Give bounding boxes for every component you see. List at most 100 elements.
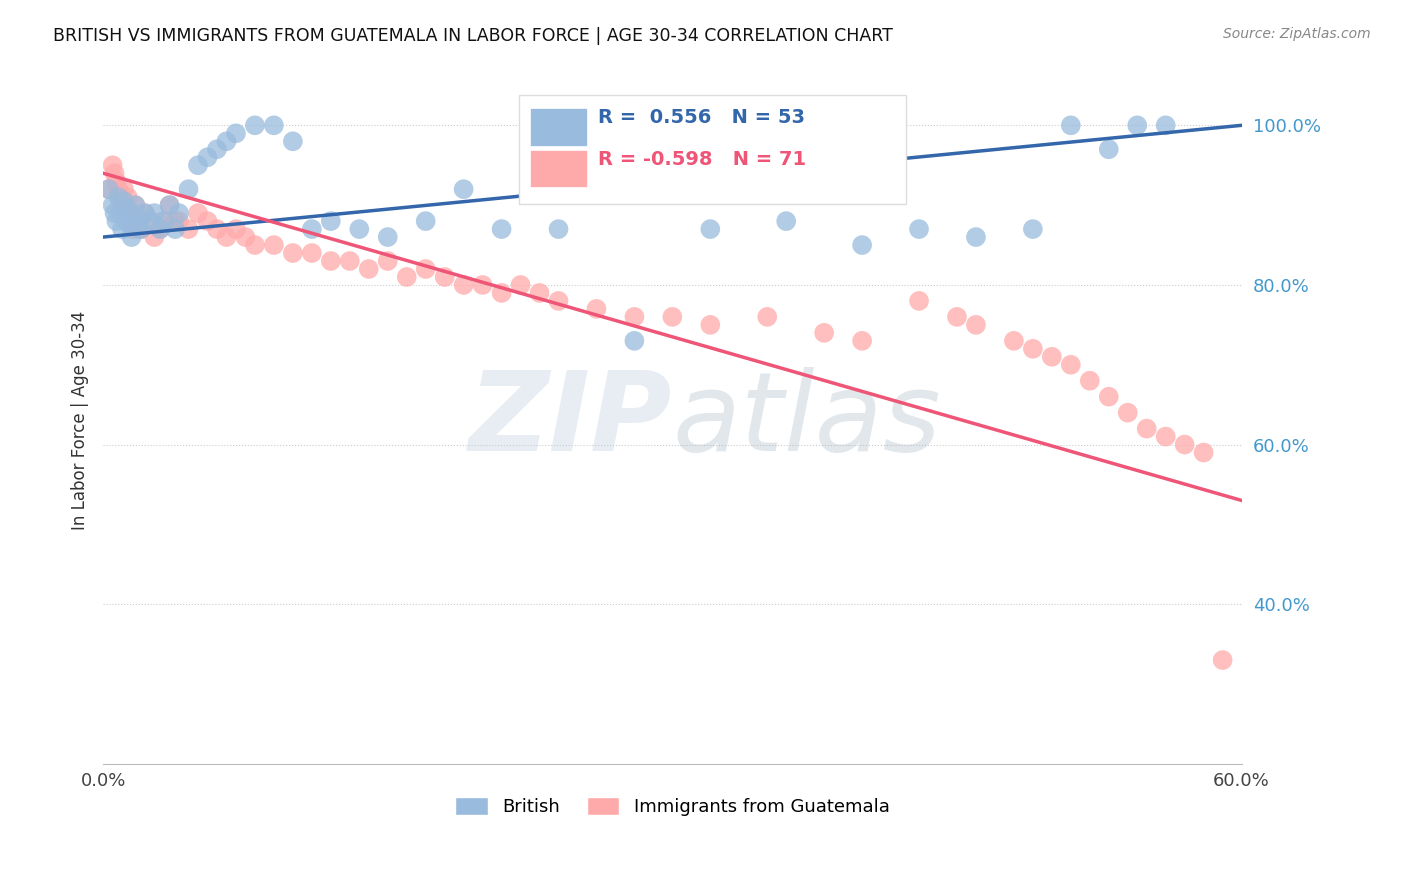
Point — [159, 198, 181, 212]
Point — [101, 198, 124, 212]
Point — [281, 134, 304, 148]
Point — [105, 214, 128, 228]
Point — [1116, 406, 1139, 420]
Point — [509, 277, 531, 292]
Point — [105, 174, 128, 188]
Point — [349, 222, 371, 236]
Point — [128, 218, 150, 232]
Point — [101, 158, 124, 172]
Point — [1154, 119, 1177, 133]
Point — [225, 126, 247, 140]
Point — [187, 158, 209, 172]
Point — [965, 230, 987, 244]
Point — [122, 214, 145, 228]
Point — [585, 301, 607, 316]
FancyBboxPatch shape — [530, 150, 586, 187]
Point — [112, 182, 135, 196]
Point — [453, 182, 475, 196]
Point — [1078, 374, 1101, 388]
Point — [165, 222, 187, 236]
Point — [112, 194, 135, 209]
Point — [453, 277, 475, 292]
Point — [149, 222, 172, 236]
Point — [547, 293, 569, 308]
Point — [908, 222, 931, 236]
Point — [263, 238, 285, 252]
Point — [1136, 422, 1159, 436]
Point — [1098, 142, 1121, 156]
FancyBboxPatch shape — [530, 108, 586, 146]
Point — [433, 270, 456, 285]
Point — [1060, 119, 1083, 133]
Point — [143, 206, 166, 220]
Text: atlas: atlas — [672, 368, 941, 475]
Point — [117, 190, 139, 204]
Point — [107, 182, 129, 196]
Point — [103, 206, 125, 220]
Point — [108, 190, 131, 204]
Point — [124, 198, 146, 212]
Point — [121, 230, 143, 244]
Point — [153, 214, 176, 228]
Point — [117, 202, 139, 216]
Point — [118, 214, 141, 228]
Point — [699, 318, 721, 332]
Point — [491, 222, 513, 236]
Point — [127, 210, 149, 224]
Point — [128, 222, 150, 236]
Point — [143, 230, 166, 244]
Point — [121, 206, 143, 220]
Point — [623, 310, 645, 324]
Point — [301, 246, 323, 260]
Point — [167, 214, 190, 228]
Point — [1040, 350, 1063, 364]
Point — [756, 310, 779, 324]
Text: R = -0.598   N = 71: R = -0.598 N = 71 — [599, 151, 807, 169]
Point — [177, 222, 200, 236]
Point — [301, 222, 323, 236]
Point — [215, 134, 238, 148]
Point — [529, 285, 551, 300]
Point — [153, 214, 176, 228]
Point — [103, 166, 125, 180]
Point — [134, 206, 156, 220]
Point — [319, 214, 342, 228]
Point — [263, 119, 285, 133]
Point — [97, 182, 120, 196]
Point — [377, 230, 399, 244]
Point — [225, 222, 247, 236]
Text: BRITISH VS IMMIGRANTS FROM GUATEMALA IN LABOR FORCE | AGE 30-34 CORRELATION CHAR: BRITISH VS IMMIGRANTS FROM GUATEMALA IN … — [53, 27, 893, 45]
FancyBboxPatch shape — [519, 95, 905, 204]
Point — [1126, 119, 1149, 133]
Point — [471, 277, 494, 292]
Point — [661, 310, 683, 324]
Point — [111, 222, 134, 236]
Point — [129, 222, 152, 236]
Point — [1212, 653, 1234, 667]
Point — [415, 214, 437, 228]
Point — [775, 214, 797, 228]
Point — [107, 190, 129, 204]
Text: Source: ZipAtlas.com: Source: ZipAtlas.com — [1223, 27, 1371, 41]
Point — [127, 214, 149, 228]
Point — [1192, 445, 1215, 459]
Point — [205, 222, 228, 236]
Point — [205, 142, 228, 156]
Point — [159, 198, 181, 212]
Point — [395, 270, 418, 285]
Point — [377, 254, 399, 268]
Point — [167, 206, 190, 220]
Point — [547, 222, 569, 236]
Point — [124, 198, 146, 212]
Point — [139, 214, 162, 228]
Point — [1002, 334, 1025, 348]
Point — [813, 326, 835, 340]
Point — [243, 238, 266, 252]
Point — [1060, 358, 1083, 372]
Point — [965, 318, 987, 332]
Point — [339, 254, 361, 268]
Point — [134, 206, 156, 220]
Point — [699, 222, 721, 236]
Text: R =  0.556   N = 53: R = 0.556 N = 53 — [599, 108, 806, 127]
Point — [215, 230, 238, 244]
